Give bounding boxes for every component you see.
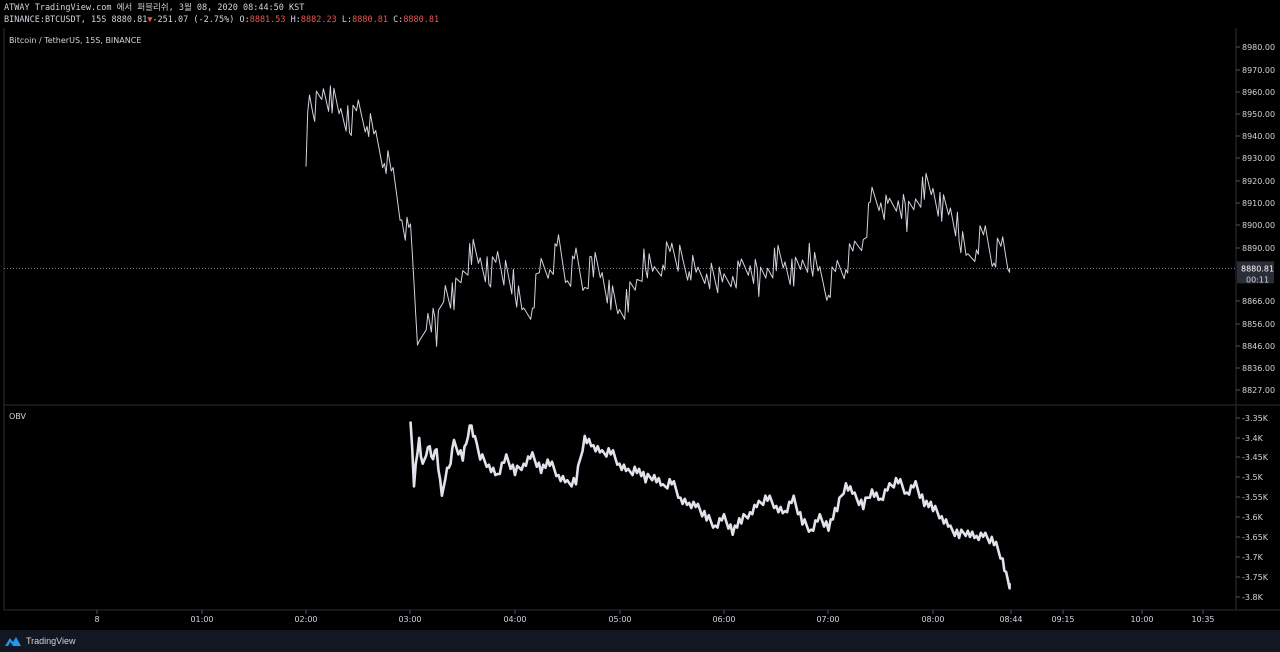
price-axis-label: 8930.00	[1242, 154, 1275, 163]
time-axis-label: 07:00	[816, 615, 839, 624]
price-axis-label: 8890.00	[1242, 244, 1275, 253]
symbol-info-line: BINANCE:BTCUSDT, 15S 8880.81▼-251.07 (-2…	[4, 14, 439, 26]
price-axis-label: 8827.00	[1242, 386, 1275, 395]
close-label: C:	[393, 15, 404, 25]
open-label: O:	[239, 15, 250, 25]
time-axis-label: 02:00	[294, 615, 317, 624]
time-axis-label: 01:00	[190, 615, 213, 624]
low-value: 8880.81	[352, 15, 388, 25]
price-axis-label: 8960.00	[1242, 88, 1275, 97]
down-arrow-icon: ▼	[147, 15, 153, 25]
obv-pane[interactable]: OBV -3.35K-3.4K-3.45K-3.5K-3.55K-3.6K-3.…	[9, 412, 1269, 602]
obv-legend: OBV	[9, 412, 27, 421]
obv-axis-label: -3.5K	[1242, 473, 1264, 482]
time-axis-label: 8	[94, 615, 99, 624]
last-value: 8880.81	[111, 15, 148, 25]
obv-axis-label: -3.4K	[1242, 434, 1264, 443]
time-axis-label: 06:00	[712, 615, 735, 624]
open-value: 8881.53	[249, 15, 286, 25]
obv-axis[interactable]: -3.35K -3.4K -3.45K -3.5K -3.55K -3.6K -3.65K -…	[1236, 414, 1269, 602]
price-axis-label: 8970.00	[1242, 66, 1275, 75]
price-axis[interactable]: 8980.00 8970.00 8960.00 8950.00 8940.00 8930.…	[1236, 43, 1275, 395]
obv-axis-label: -3.65K	[1242, 533, 1269, 542]
last-price-tag-box	[1237, 261, 1274, 284]
obv-axis-label: -3.35K	[1242, 414, 1269, 423]
time-axis-label: 10:35	[1191, 615, 1214, 624]
time-axis-label: 08:00	[921, 615, 944, 624]
low-label: L:	[341, 15, 353, 25]
brand-name: TradingView	[26, 636, 76, 646]
time-axis-label: 09:15	[1051, 615, 1074, 624]
time-axis-label: 05:00	[608, 615, 631, 624]
close-value: 8880.81	[403, 15, 440, 25]
price-legend: Bitcoin / TetherUS, 15S, BINANCE	[9, 36, 141, 45]
tradingview-brand[interactable]: TradingView	[4, 634, 76, 648]
obv-axis-label: -3.6K	[1242, 513, 1264, 522]
time-axis-label: 03:00	[398, 615, 421, 624]
price-axis-label: 8836.00	[1242, 364, 1275, 373]
obv-axis-label: -3.75K	[1242, 573, 1269, 582]
price-axis-label: 8856.00	[1242, 320, 1275, 329]
price-axis-label: 8900.00	[1242, 221, 1275, 230]
price-axis-label: 8940.00	[1242, 132, 1275, 141]
tradingview-logo-icon	[5, 637, 21, 646]
attribution-text: ATWAY TradingView.com 에서 퍼블리쉬, 3월 08, 20…	[4, 3, 305, 13]
chart-svg[interactable]: Bitcoin / TetherUS, 15S, BINANCE 8980.00…	[0, 28, 1280, 630]
time-axis[interactable]: 8 01:00 02:00 03:00 04:00 05:00 06:00 07:00 08:0…	[94, 610, 1215, 624]
chart-area[interactable]: Bitcoin / TetherUS, 15S, BINANCE 8980.00…	[0, 28, 1280, 634]
price-pane[interactable]: Bitcoin / TetherUS, 15S, BINANCE 8980.00…	[4, 36, 1275, 395]
obv-series-line	[409, 421, 1011, 590]
attribution-line: ATWAY TradingView.com 에서 퍼블리쉬, 3월 08, 20…	[4, 2, 304, 14]
price-axis-label: 8950.00	[1242, 110, 1275, 119]
price-axis-label: 8866.00	[1242, 297, 1275, 306]
time-axis-label: 08:44	[999, 615, 1022, 624]
chart-header: ATWAY TradingView.com 에서 퍼블리쉬, 3월 08, 20…	[0, 0, 1280, 28]
last-price-tag-label: 8880.81	[1241, 264, 1274, 273]
last-price-tag: 8880.81 00:11	[1237, 261, 1274, 284]
price-axis-label: 8910.00	[1242, 199, 1275, 208]
high-value: 8882.23	[300, 15, 337, 25]
symbol-name[interactable]: BINANCE:BTCUSDT, 15S	[4, 15, 107, 25]
obv-axis-label: -3.8K	[1242, 593, 1264, 602]
price-axis-label: 8980.00	[1242, 43, 1275, 52]
obv-axis-label: -3.7K	[1242, 553, 1264, 562]
high-label: H:	[290, 15, 301, 25]
obv-axis-label: -3.45K	[1242, 453, 1269, 462]
change-value: -251.07 (-2.75%)	[152, 15, 235, 25]
time-axis-label: 10:00	[1130, 615, 1153, 624]
time-axis-label: 04:00	[503, 615, 526, 624]
obv-axis-label: -3.55K	[1242, 493, 1269, 502]
footer-bar: TradingView	[0, 630, 1280, 652]
price-axis-label: 8920.00	[1242, 177, 1275, 186]
price-series-line	[305, 85, 1011, 347]
countdown-label: 00:11	[1246, 275, 1269, 284]
price-axis-label: 8846.00	[1242, 342, 1275, 351]
